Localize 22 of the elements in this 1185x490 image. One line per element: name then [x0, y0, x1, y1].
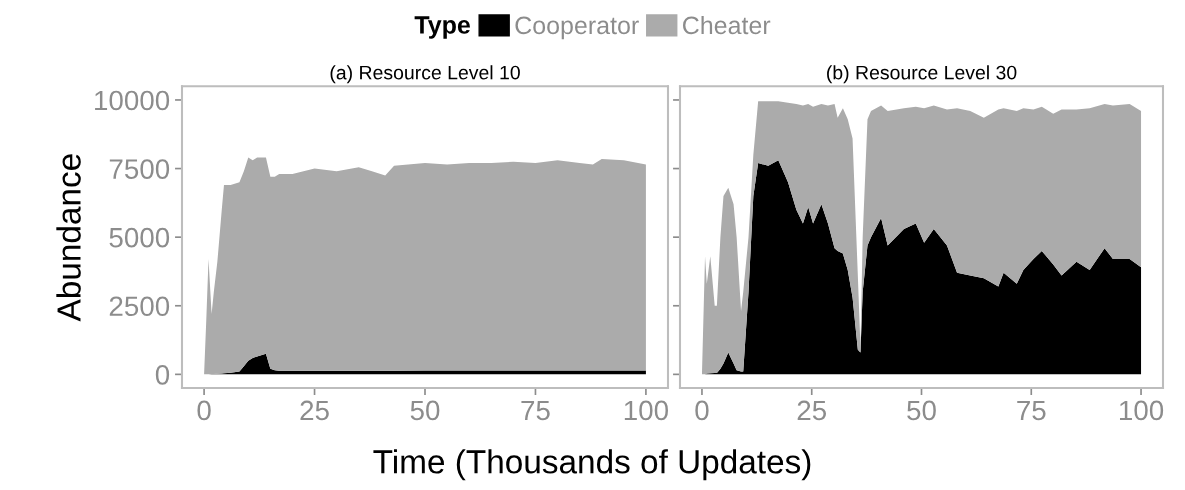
x-tick-label: 50 [907, 400, 936, 421]
chart-title: (a) Resource Level 10 [330, 65, 520, 84]
x-tick-label: 75 [1017, 400, 1046, 421]
x-tick-label: 0 [197, 400, 211, 421]
x-tick-label: 100 [1119, 400, 1164, 421]
y-axis-title: Abundance [56, 154, 81, 322]
x-tick-label: 0 [695, 400, 709, 421]
x-axis-title: Time (Thousands of Updates) [373, 449, 811, 481]
legend-label: Cooperator [515, 16, 639, 40]
y-tick-label: 7500 [109, 159, 170, 179]
legend-label: Cheater [683, 15, 771, 35]
y-tick-label: 5000 [109, 227, 170, 248]
x-tick-label: 75 [521, 400, 550, 421]
y-tick-label: 0 [155, 365, 170, 385]
x-tick-label: 100 [624, 400, 668, 421]
y-tick-label: 2500 [109, 296, 170, 317]
x-tick-label: 25 [797, 400, 827, 421]
y-tick-label: 10000 [95, 90, 170, 111]
x-tick-label: 50 [410, 400, 440, 421]
legend-title: Type [414, 16, 470, 39]
x-tick-label: 25 [300, 400, 329, 421]
chart-title: (b) Resource Level 30 [827, 65, 1017, 84]
